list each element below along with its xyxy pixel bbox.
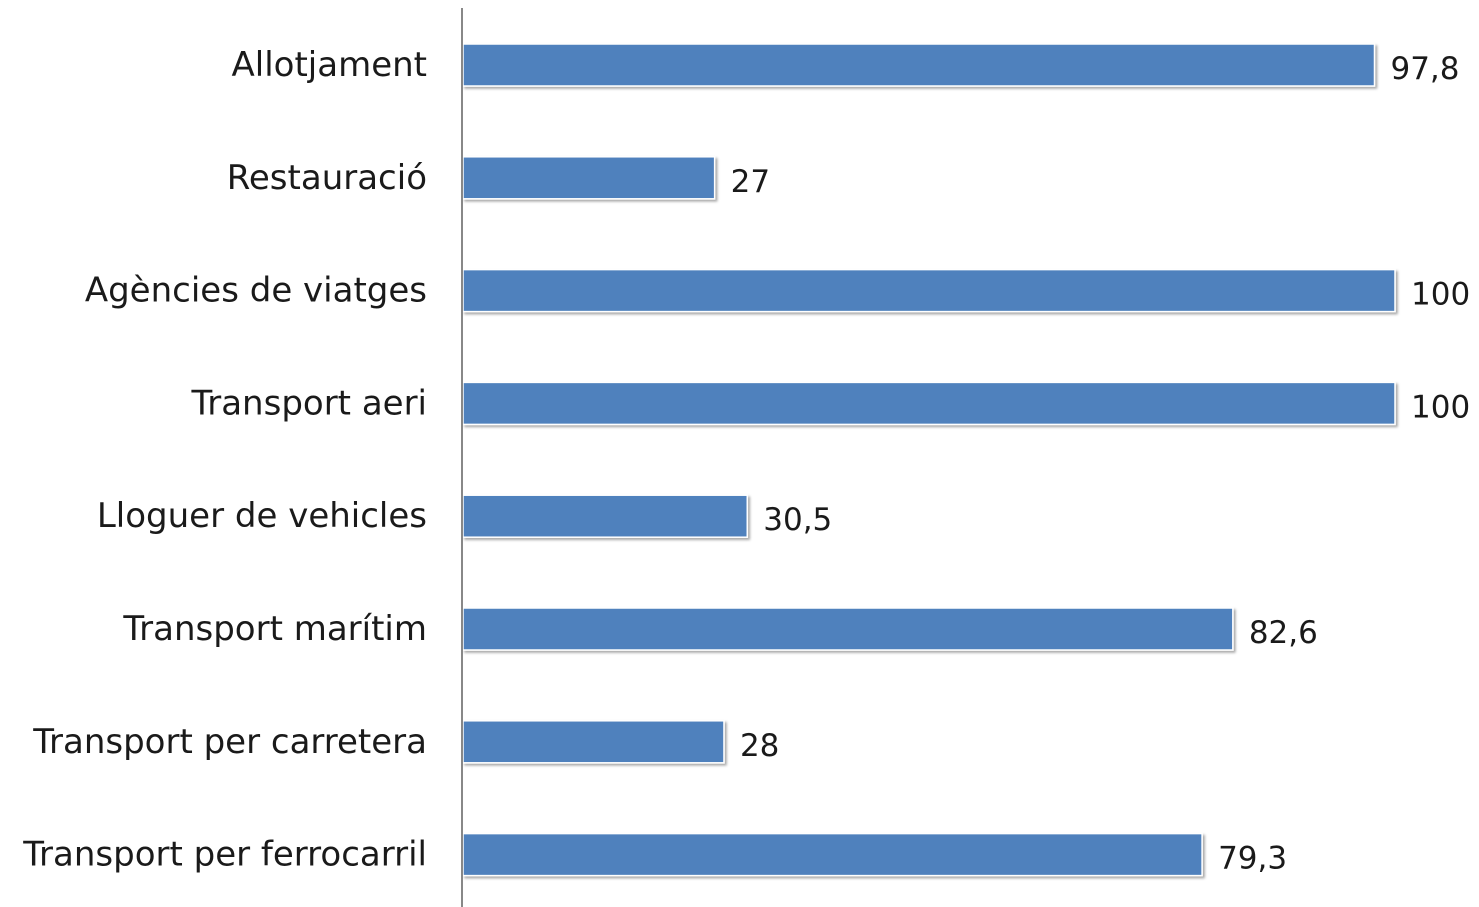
value-label: 79,3	[1218, 841, 1287, 877]
bar-2	[462, 268, 1396, 313]
bar-5	[462, 607, 1234, 651]
value-label: 100	[1411, 389, 1470, 425]
value-label: 27	[731, 164, 770, 200]
category-label: Transport per carretera	[32, 722, 427, 762]
category-label: Lloguer de vehicles	[97, 496, 427, 536]
value-label: 30,5	[763, 502, 832, 538]
bar-4	[462, 494, 749, 538]
bar-1	[462, 156, 716, 200]
category-label: Transport per ferrocarril	[22, 835, 427, 875]
bar-0	[462, 43, 1376, 87]
category-label: Transport aeri	[190, 383, 427, 423]
value-labels-group: 97,8 27 100 100 30,5 82,6 28 79,3	[731, 51, 1471, 877]
bar-7	[462, 832, 1203, 877]
bars-group	[462, 43, 1396, 877]
category-labels-group: Allotjament Restauració Agències de viatge…	[22, 45, 427, 875]
value-label: 97,8	[1390, 51, 1459, 87]
category-label: Transport marítim	[122, 609, 427, 649]
bar-6	[462, 720, 725, 764]
bar-3	[462, 381, 1396, 426]
value-label: 100	[1411, 277, 1470, 313]
value-label: 28	[740, 728, 779, 764]
category-label: Allotjament	[232, 45, 427, 85]
value-label: 82,6	[1249, 615, 1318, 651]
category-label: Restauració	[227, 158, 427, 198]
category-label: Agències de viatges	[85, 271, 427, 311]
